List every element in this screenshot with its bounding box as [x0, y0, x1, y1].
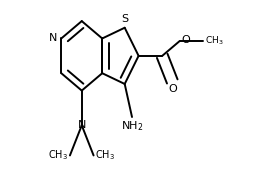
Text: CH$_3$: CH$_3$ [205, 35, 224, 47]
Text: O: O [168, 84, 177, 94]
Text: NH$_2$: NH$_2$ [121, 119, 143, 133]
Text: N: N [78, 120, 86, 130]
Text: O: O [181, 35, 190, 45]
Text: CH$_3$: CH$_3$ [95, 148, 115, 162]
Text: CH$_3$: CH$_3$ [48, 148, 68, 162]
Text: S: S [121, 14, 128, 24]
Text: N: N [48, 33, 57, 44]
